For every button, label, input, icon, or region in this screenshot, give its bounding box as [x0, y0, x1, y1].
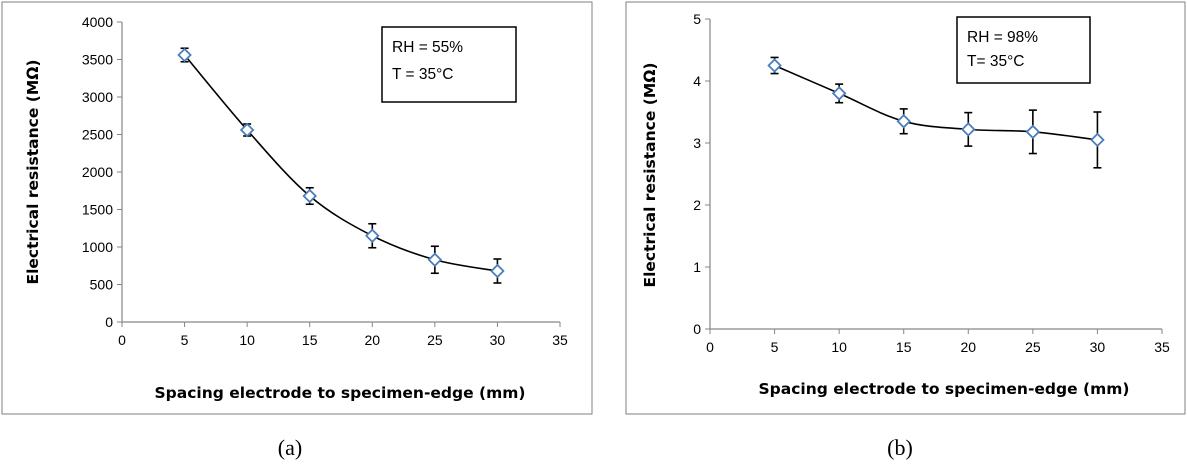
data-point-marker: [427, 252, 443, 268]
panel-label: (a): [278, 435, 302, 460]
x-axis-title: Spacing electrode to specimen-edge (mm): [759, 380, 1130, 398]
data-point-marker: [302, 188, 317, 204]
y-tick-label: 2: [693, 197, 701, 213]
y-tick-label: 2000: [82, 164, 113, 180]
data-point-marker: [767, 58, 782, 73]
y-tick-label: 2500: [82, 127, 113, 143]
legend-box: RH = 98% T= 35°C: [956, 16, 1091, 84]
chart-panel-b: 0 1 2 3 4 5 0 5 10 15 20 25 30 35 Spacing electrode to…: [625, 1, 1186, 460]
x-tick-label: 35: [1154, 339, 1170, 355]
y-tick-label: 1000: [82, 239, 113, 255]
chart-frame: [1, 1, 593, 415]
x-tick-label: 15: [896, 339, 912, 355]
chart-frame: [625, 1, 1186, 415]
x-tick-label: 5: [771, 339, 779, 355]
x-tick-label: 35: [552, 332, 568, 348]
y-tick-label: 4: [693, 73, 701, 89]
y-axis-title: Electrical resistance (MΩ): [24, 59, 42, 284]
data-point-marker: [365, 228, 380, 244]
y-tick-label: 3000: [82, 89, 113, 105]
chart-panel-a: 0 500 1000 1500 2000 2500 3000 3500 4000 0 5 10 15 20…: [1, 1, 593, 460]
y-tick-label: 0: [105, 314, 113, 330]
y-tick-label: 4000: [82, 14, 113, 30]
x-tick-label: 30: [490, 332, 506, 348]
data-point-marker: [831, 86, 847, 101]
data-point-marker: [896, 114, 911, 129]
panel-label: (b): [887, 435, 913, 460]
x-tick-label: 0: [118, 332, 126, 348]
y-axis-title: Electrical resistance (MΩ): [641, 62, 659, 287]
x-tick-label: 10: [239, 332, 255, 348]
x-tick-label: 15: [302, 332, 318, 348]
legend-box: RH = 55% T = 35°C: [381, 26, 517, 103]
y-tick-label: 3500: [82, 52, 113, 68]
x-tick-label: 25: [427, 332, 443, 348]
y-tick-label: 500: [90, 277, 114, 293]
x-tick-label: 20: [364, 332, 380, 348]
x-tick-label: 20: [960, 339, 976, 355]
y-tick-label: 1: [693, 259, 701, 275]
data-point-marker: [1025, 124, 1041, 140]
y-tick-label: 1500: [82, 202, 113, 218]
x-tick-label: 30: [1090, 339, 1106, 355]
legend-line: RH = 98%: [967, 29, 1038, 46]
y-tick-label: 0: [693, 321, 701, 337]
x-tick-label: 10: [831, 339, 847, 355]
data-point-marker: [239, 122, 255, 138]
x-tick-label: 5: [181, 332, 189, 348]
data-point-marker: [490, 263, 505, 279]
x-tick-label: 25: [1025, 339, 1041, 355]
data-point-marker: [961, 122, 976, 137]
y-tick-label: 5: [693, 11, 701, 27]
y-tick-label: 3: [693, 135, 701, 151]
x-tick-label: 0: [706, 339, 714, 355]
legend-frame: [381, 26, 517, 103]
data-point-marker: [177, 47, 192, 63]
legend-frame: [956, 16, 1091, 84]
legend-line: T= 35°C: [967, 53, 1024, 70]
legend-line: T = 35°C: [392, 66, 454, 83]
legend-line: RH = 55%: [392, 39, 463, 56]
data-point-marker: [1090, 132, 1105, 148]
x-axis-title: Spacing electrode to specimen-edge (mm): [155, 384, 526, 402]
